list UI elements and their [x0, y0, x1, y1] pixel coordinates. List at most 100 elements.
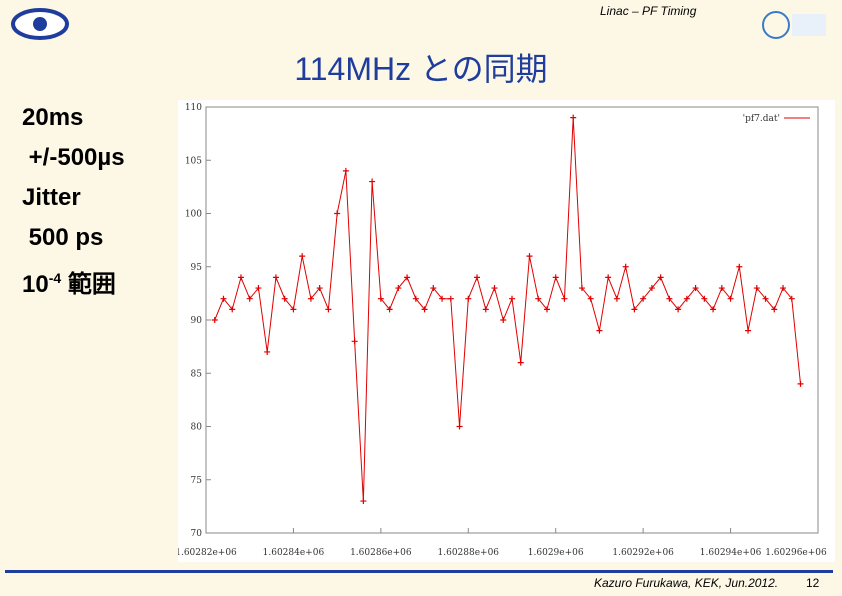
point-marker	[517, 359, 524, 366]
point-marker	[316, 285, 323, 292]
point-marker	[596, 327, 603, 334]
point-marker	[211, 317, 218, 323]
point-marker	[491, 285, 498, 292]
x-tick-label: 1.60292e+06	[612, 548, 674, 558]
point-marker	[675, 306, 682, 313]
point-marker	[745, 327, 752, 334]
superkekb-logo	[762, 11, 826, 39]
point-marker	[290, 306, 297, 313]
point-marker	[360, 498, 367, 505]
text: 範囲	[61, 271, 116, 298]
point-marker	[246, 295, 253, 302]
point-marker	[509, 295, 515, 302]
point-marker	[718, 285, 725, 292]
y-tick-label: 105	[185, 156, 202, 166]
point-marker	[307, 295, 314, 302]
x-tick-label: 1.60282e+06	[178, 548, 237, 558]
y-tick-label: 75	[191, 476, 203, 486]
x-tick-label: 1.60286e+06	[350, 548, 412, 558]
point-marker	[377, 295, 384, 302]
point-marker	[552, 274, 559, 281]
x-tick-label: 1.60284e+06	[263, 548, 325, 558]
y-tick-label: 90	[191, 316, 203, 326]
x-tick-label: 1.6029e+06	[528, 548, 584, 558]
footer-rule	[5, 570, 833, 573]
page-number: 12	[806, 576, 820, 590]
x-tick-label: 1.60288e+06	[438, 548, 500, 558]
chart: 70 75 80 85 90 95 100 105 110 1.60282e+06 1.60284e…	[178, 100, 835, 562]
y-tick-label: 80	[191, 423, 203, 433]
legend-label: 'pf7.dat'	[743, 114, 780, 124]
y-tick-label: 110	[185, 103, 202, 113]
point-marker	[526, 253, 533, 260]
point-marker	[412, 295, 419, 302]
point-marker	[622, 263, 629, 270]
text-line: 10-4 範囲	[22, 258, 125, 305]
point-marker	[535, 295, 542, 302]
y-tick-label: 100	[185, 210, 202, 220]
point-marker	[351, 338, 358, 345]
point-marker	[692, 285, 699, 292]
slide-title: 114MHz との同期	[294, 51, 548, 87]
point-marker	[727, 295, 734, 302]
y-tick-label: 70	[191, 529, 203, 539]
text-line: +/-500µs	[22, 144, 125, 171]
point-marker	[587, 295, 594, 302]
point-marker	[578, 285, 585, 292]
point-marker	[281, 295, 288, 302]
point-marker	[369, 178, 376, 185]
point-marker	[482, 306, 489, 313]
point-marker	[421, 306, 428, 313]
point-marker	[439, 295, 446, 302]
text: 10	[22, 271, 49, 298]
header-text: Linac – PF Timing	[600, 4, 697, 18]
y-tick-label: 85	[191, 369, 203, 379]
text-line: 500 ps	[22, 224, 104, 251]
y-tick-label: 95	[191, 263, 203, 273]
point-marker	[631, 306, 638, 313]
x-tick-label: 1.60294e+06	[700, 548, 762, 558]
point-marker	[771, 306, 778, 313]
point-marker	[325, 306, 332, 313]
x-tick-label: 1.60296e+06	[765, 548, 827, 558]
point-marker	[334, 210, 341, 217]
point-marker	[613, 295, 620, 302]
point-marker	[272, 274, 279, 281]
text-line: Jitter	[22, 184, 81, 211]
point-marker	[229, 306, 236, 313]
point-marker	[395, 285, 402, 292]
text-line: 20ms	[22, 104, 84, 131]
point-marker	[753, 285, 760, 292]
point-marker	[570, 114, 577, 121]
point-marker	[255, 285, 262, 292]
point-marker	[237, 274, 244, 281]
point-marker	[299, 253, 306, 260]
point-marker	[788, 295, 795, 302]
series-line	[214, 117, 802, 502]
point-marker	[736, 263, 743, 270]
point-marker	[640, 295, 647, 302]
point-marker	[342, 167, 349, 174]
point-marker	[447, 295, 454, 302]
point-marker	[605, 274, 612, 281]
point-marker	[561, 295, 568, 302]
point-marker	[430, 285, 437, 292]
point-marker	[404, 274, 411, 281]
point-marker	[264, 348, 271, 355]
footer-author: Kazuro Furukawa, KEK, Jun.2012.	[594, 576, 779, 590]
plot-frame	[205, 106, 819, 534]
left-text: 20ms +/-500µs Jitter 500 ps 10-4 範囲	[22, 98, 125, 305]
point-marker	[797, 380, 804, 387]
superscript: -4	[48, 270, 62, 286]
point-marker	[386, 306, 393, 313]
point-marker	[701, 295, 708, 302]
point-marker	[762, 295, 769, 302]
point-marker	[683, 295, 690, 302]
point-marker	[657, 274, 664, 281]
point-marker	[456, 423, 463, 430]
point-marker	[220, 295, 227, 302]
point-marker	[543, 306, 550, 313]
point-marker	[780, 285, 787, 292]
point-marker	[710, 306, 717, 313]
